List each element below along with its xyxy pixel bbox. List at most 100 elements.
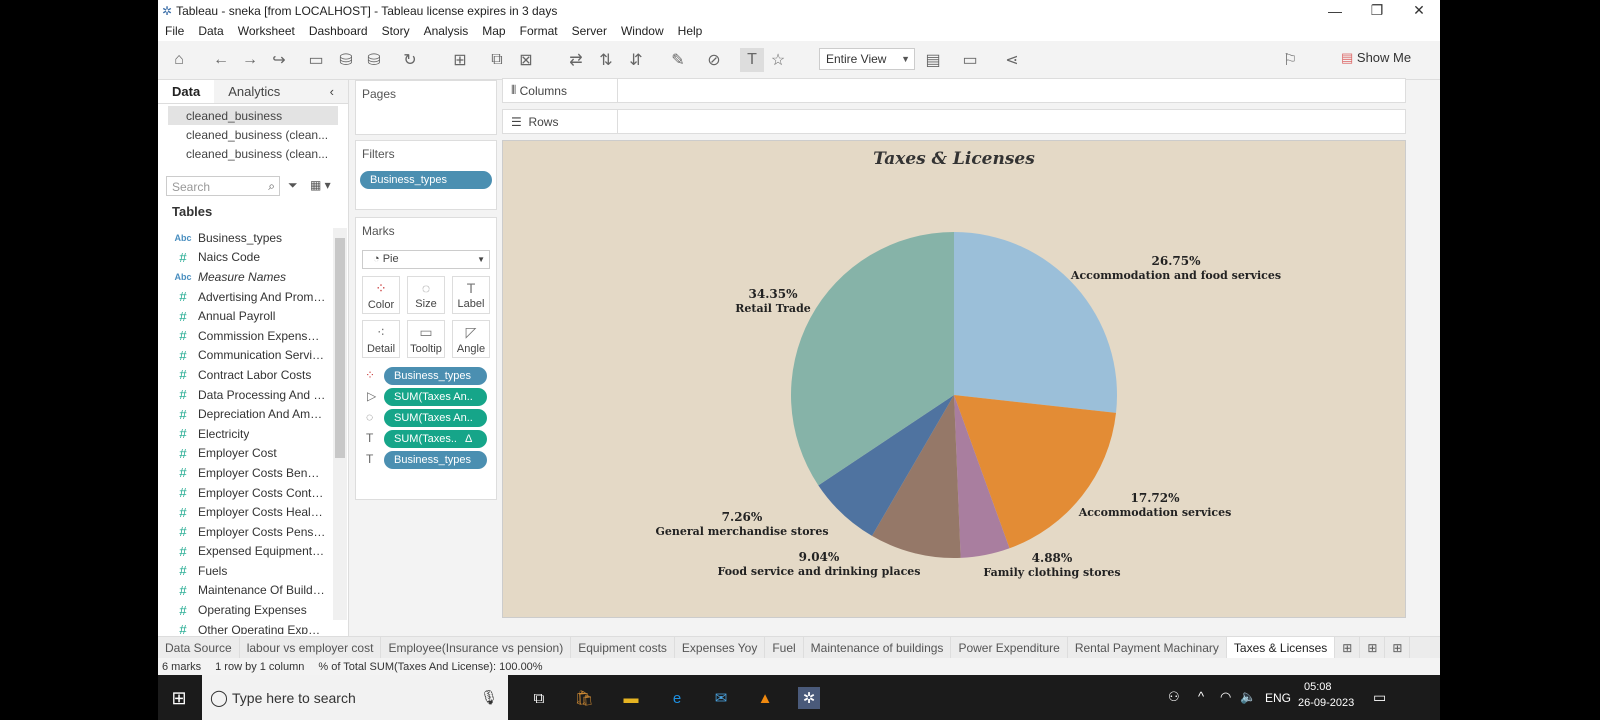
group-icon[interactable]: ⊘ bbox=[707, 52, 721, 69]
language-indicator[interactable]: ENG bbox=[1265, 691, 1292, 705]
fit-width-icon[interactable]: ▤ bbox=[925, 52, 941, 69]
swap-icon[interactable]: ⇄ bbox=[569, 52, 583, 69]
sheet-tab[interactable]: Power Expenditure bbox=[951, 636, 1068, 659]
mark-pill[interactable]: SUM(Taxes.. Δ bbox=[384, 430, 487, 448]
sheet-tab[interactable]: Employee(Insurance vs pension) bbox=[381, 636, 572, 659]
datasource-item[interactable]: cleaned_business (clean... bbox=[168, 144, 338, 163]
pie-slice[interactable] bbox=[954, 232, 1117, 413]
file-explorer-icon[interactable]: ▬ bbox=[623, 689, 639, 707]
clock-time[interactable]: 05:08 bbox=[1304, 681, 1332, 693]
new-dashboard-icon[interactable]: ⊞ bbox=[1360, 636, 1386, 659]
new-story-icon[interactable]: ⊞ bbox=[1385, 636, 1411, 659]
edge-icon[interactable]: e bbox=[672, 689, 682, 707]
field-item[interactable]: # Other Operating Expen... bbox=[168, 620, 326, 634]
datasource-item[interactable]: cleaned_business bbox=[168, 106, 338, 125]
menu-analysis[interactable]: Analysis bbox=[423, 24, 469, 38]
menu-dashboard[interactable]: Dashboard bbox=[308, 24, 368, 38]
pages-card[interactable]: Pages bbox=[355, 80, 497, 135]
field-item[interactable]: # Employer Cost bbox=[168, 444, 326, 464]
tab-data-source[interactable]: Data Source bbox=[158, 636, 240, 659]
menu-story[interactable]: Story bbox=[381, 24, 410, 38]
field-item[interactable]: # Commission Expense ... bbox=[168, 326, 326, 346]
search-input[interactable]: Search ⌕ bbox=[166, 176, 280, 196]
redo-icon[interactable]: → bbox=[242, 51, 258, 68]
filter-icon[interactable]: ⏷ bbox=[288, 178, 298, 192]
sheet-tab[interactable]: Expenses Yoy bbox=[675, 636, 766, 659]
label-button[interactable]: T Label bbox=[452, 276, 490, 314]
pause-updates-icon[interactable]: ⛁ bbox=[367, 52, 381, 69]
tab-data[interactable]: Data bbox=[158, 80, 215, 103]
field-item[interactable]: # Data Processing And C... bbox=[168, 385, 326, 405]
rows-shelf[interactable]: ☰ Rows bbox=[502, 109, 1406, 134]
field-item[interactable]: # Depreciation And Amo... bbox=[168, 404, 326, 424]
mail-icon[interactable]: ✉ bbox=[714, 690, 728, 707]
pie-slice[interactable] bbox=[954, 395, 1010, 558]
vlc-icon[interactable]: ▲ bbox=[757, 689, 773, 707]
collapse-icon[interactable]: ‹ bbox=[329, 84, 334, 99]
field-item[interactable]: # Contract Labor Costs bbox=[168, 365, 326, 385]
menu-format[interactable]: Format bbox=[519, 24, 558, 38]
home-icon[interactable]: ⌂ bbox=[174, 51, 184, 68]
clear-sheet-icon[interactable]: ⊠ bbox=[519, 52, 533, 69]
sheet-tab[interactable]: Fuel bbox=[765, 636, 804, 659]
store-icon[interactable]: 🛍 bbox=[574, 690, 594, 707]
field-item[interactable]: # Electricity bbox=[168, 424, 326, 444]
network-icon[interactable]: ◠ bbox=[1220, 689, 1232, 704]
pie-slice[interactable] bbox=[791, 232, 954, 486]
sort-descending-icon[interactable]: ⇵ bbox=[629, 52, 643, 69]
menu-data[interactable]: Data bbox=[198, 24, 224, 38]
sheet-tab[interactable]: Taxes & Licenses bbox=[1226, 636, 1336, 659]
replay-icon[interactable]: ↪ bbox=[272, 52, 286, 69]
share-icon[interactable]: ⋖ bbox=[1005, 52, 1019, 69]
size-button[interactable]: ◌ Size bbox=[407, 276, 445, 314]
filters-card[interactable]: Filters Business_types bbox=[355, 140, 497, 210]
mark-pill[interactable]: Business_types bbox=[384, 451, 487, 469]
sort-ascending-icon[interactable]: ⇅ bbox=[599, 52, 613, 69]
presentation-icon[interactable]: ▭ bbox=[962, 52, 978, 69]
volume-icon[interactable]: 🔈 bbox=[1240, 689, 1257, 704]
field-item[interactable]: # Operating Expenses bbox=[168, 600, 326, 620]
mark-pill[interactable]: SUM(Taxes An.. bbox=[384, 409, 487, 427]
field-list-scrollbar[interactable] bbox=[333, 228, 347, 620]
mark-pill[interactable]: Business_types bbox=[384, 367, 487, 385]
field-item[interactable]: # Naics Code bbox=[168, 248, 326, 268]
new-worksheet-icon[interactable]: ⊞ bbox=[1335, 636, 1361, 659]
field-item[interactable]: # Employer Costs Contri... bbox=[168, 483, 326, 503]
mark-type-select[interactable]: ◔ Pie ▼ bbox=[362, 250, 490, 269]
field-item[interactable]: # Employer Costs Pensio... bbox=[168, 522, 326, 542]
new-worksheet-icon[interactable]: ⊞ bbox=[453, 52, 467, 69]
sheet-tab[interactable]: Equipment costs bbox=[571, 636, 675, 659]
view-toggle-icon[interactable]: ▦ ▾ bbox=[310, 178, 331, 192]
windows-start-icon[interactable]: ⊞ bbox=[171, 687, 187, 708]
tooltip-button[interactable]: ▭ Tooltip bbox=[407, 320, 445, 358]
duplicate-icon[interactable]: ⧉ bbox=[491, 51, 503, 68]
pie-slice[interactable] bbox=[954, 395, 1117, 549]
sheet-tab[interactable]: labour vs employer cost bbox=[240, 636, 382, 659]
field-item[interactable]: Abc Business_types bbox=[168, 228, 326, 248]
clock-date[interactable]: 26-09-2023 bbox=[1298, 697, 1355, 709]
tooltip-icon[interactable]: ⚐ bbox=[1282, 52, 1298, 69]
new-datasource-icon[interactable]: ⛁ bbox=[339, 52, 353, 69]
field-item[interactable]: # Expensed Equipment A... bbox=[168, 542, 326, 562]
field-item[interactable]: # Employer Costs Health... bbox=[168, 502, 326, 522]
refresh-icon[interactable]: ↻ bbox=[403, 52, 417, 69]
filter-pill[interactable]: Business_types bbox=[360, 171, 492, 189]
people-icon[interactable]: ⚇ bbox=[1168, 689, 1180, 704]
menu-file[interactable]: File bbox=[165, 24, 185, 38]
pie-slice[interactable] bbox=[818, 395, 954, 536]
close-button[interactable]: ✕ bbox=[1413, 2, 1425, 18]
field-item[interactable]: # Communication Servic... bbox=[168, 346, 326, 366]
field-item[interactable]: # Employer Costs Benefits bbox=[168, 463, 326, 483]
menu-server[interactable]: Server bbox=[571, 24, 607, 38]
tab-analytics[interactable]: Analytics bbox=[228, 84, 281, 99]
minimize-button[interactable]: — bbox=[1328, 2, 1342, 19]
menu-help[interactable]: Help bbox=[677, 24, 703, 38]
datasource-item[interactable]: cleaned_business (clean... bbox=[168, 125, 338, 144]
detail-button[interactable]: ⁖ Detail bbox=[362, 320, 400, 358]
notifications-icon[interactable]: ▭ bbox=[1373, 689, 1387, 705]
field-item[interactable]: Abc Measure Names bbox=[168, 267, 326, 287]
angle-button[interactable]: ◸ Angle bbox=[452, 320, 490, 358]
menu-window[interactable]: Window bbox=[620, 24, 664, 38]
chevron-up-icon[interactable]: ^ bbox=[1198, 689, 1205, 704]
sheet-tab[interactable]: Rental Payment Machinary bbox=[1068, 636, 1227, 659]
